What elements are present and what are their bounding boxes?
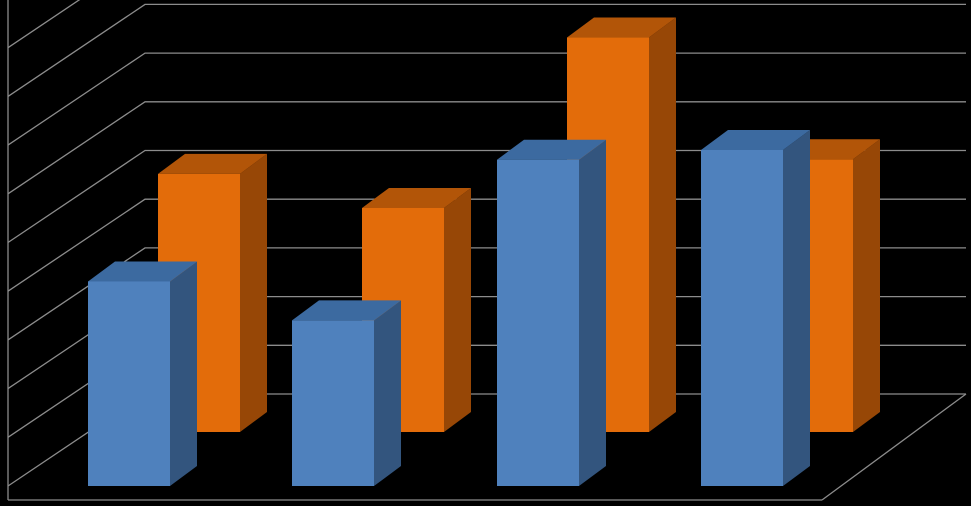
bar-top-face <box>158 153 267 174</box>
gridline <box>7 198 966 292</box>
gridline <box>7 247 966 341</box>
gridline <box>7 101 966 195</box>
bar-front-face <box>88 281 170 486</box>
bar-top-face <box>497 139 606 160</box>
gridline <box>7 0 81 49</box>
series-1-bars <box>88 129 810 486</box>
bar-top-face <box>88 261 197 282</box>
bar-front-face <box>701 149 783 486</box>
bar-side-face <box>783 129 810 486</box>
bar-side-face <box>579 139 606 486</box>
gridline <box>7 52 966 146</box>
bar-top-face <box>292 300 401 321</box>
bar-side-face <box>240 153 267 432</box>
bar-series-1-4 <box>701 129 810 486</box>
bar-series-2-2 <box>362 187 471 432</box>
gridlines <box>7 0 967 501</box>
bar-side-face <box>649 17 676 433</box>
bar-top-face <box>701 129 810 150</box>
bar-side-face <box>170 261 197 486</box>
gridline <box>7 149 966 244</box>
floor-right-edge <box>821 393 967 501</box>
bar-front-face <box>292 320 374 486</box>
bar-side-face <box>444 187 471 432</box>
bar-series-1-2 <box>292 300 401 486</box>
bar-front-face <box>497 159 579 486</box>
bar-series-1-3 <box>497 139 606 486</box>
gridline <box>7 3 966 97</box>
bar-side-face <box>374 300 401 486</box>
bar-top-face <box>567 17 676 38</box>
bar-side-face <box>853 139 880 432</box>
bar-top-face <box>362 187 471 208</box>
bar-series-1-1 <box>88 261 197 486</box>
